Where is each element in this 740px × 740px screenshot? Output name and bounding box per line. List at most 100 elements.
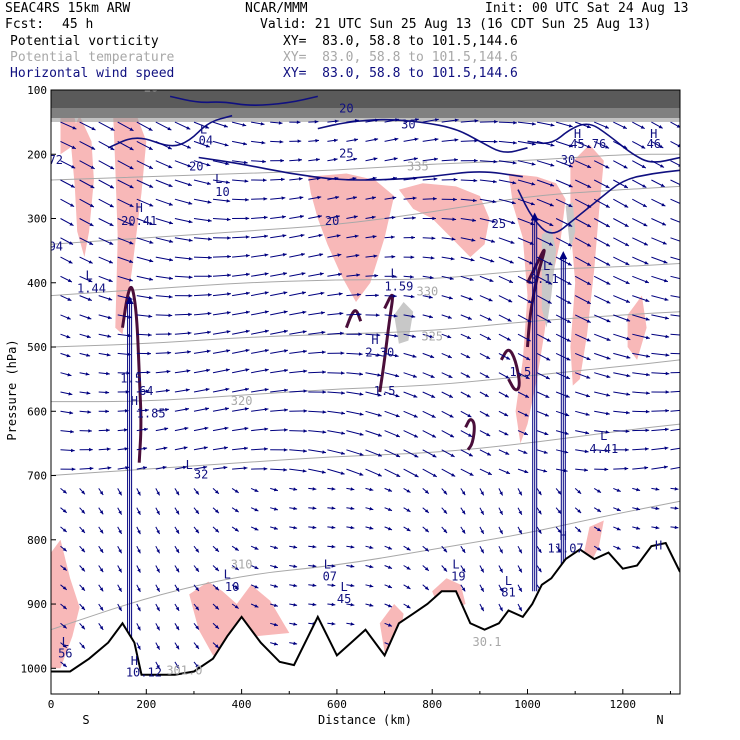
wind-vector-head — [356, 273, 361, 277]
wind-vector-head — [493, 139, 498, 144]
wind-vector-head — [203, 465, 208, 470]
wind-vector-head — [605, 411, 610, 416]
wind-vector-head — [424, 567, 429, 571]
wind-vector-head — [605, 223, 610, 227]
wind-vector-head — [331, 525, 336, 530]
wind-vector-head — [624, 466, 629, 471]
wind-vector-head — [547, 300, 552, 304]
wind-vector-head — [137, 530, 141, 535]
wind-vector-head — [414, 434, 418, 438]
wind-vector-head — [195, 510, 199, 514]
wind-vector-head — [215, 625, 219, 629]
contour-label: 320 — [231, 394, 253, 408]
wind-vector-head — [394, 334, 399, 338]
wind-vector-head — [538, 568, 542, 573]
wind-vector-head — [485, 413, 490, 417]
wind-vector-head — [443, 529, 447, 533]
wind-vector-head — [85, 372, 90, 376]
wind-vector-head — [282, 234, 287, 238]
wind-vector-head — [223, 465, 228, 470]
wind-vector-head — [280, 158, 284, 163]
wind-vector-head — [645, 298, 650, 302]
wind-vector-head — [207, 181, 211, 185]
wind-vector-head — [350, 622, 355, 626]
wind-vector-head — [461, 587, 466, 592]
wind-vector-head — [145, 408, 149, 412]
wind-vector-head — [509, 260, 514, 264]
wind-vector — [670, 390, 680, 393]
wind-vector-head — [331, 506, 336, 510]
wind-vector-head — [377, 473, 382, 477]
wind-vector-head — [335, 195, 340, 200]
wind-vector-head — [548, 281, 552, 285]
wind-vector-head — [492, 199, 497, 204]
wind-vector-head — [205, 387, 210, 392]
wind-vector-head — [543, 469, 548, 473]
pv-high-region — [541, 228, 557, 328]
wind-vector-head — [412, 374, 417, 378]
wind-vector-head — [109, 241, 114, 245]
wind-vector-head — [505, 451, 510, 455]
contour-label: L — [340, 580, 347, 594]
wind-vector-head — [435, 118, 439, 122]
wind-vector-head — [474, 139, 478, 143]
theta-contour — [51, 153, 680, 181]
wind-vector-head — [413, 176, 418, 181]
wind-vector-head — [207, 330, 211, 335]
wind-vector-head — [606, 337, 611, 341]
wind-vector-head — [296, 120, 301, 124]
wind-vector-head — [149, 258, 154, 263]
wind-vector-head — [301, 272, 306, 276]
wind-vector-head — [273, 584, 278, 588]
wind-vector-head — [585, 412, 590, 416]
wind-vector-head — [264, 272, 269, 276]
contour-label: 28 — [144, 80, 158, 94]
x-tick-label: 600 — [327, 698, 347, 711]
pv-positive-region — [398, 183, 490, 258]
wind-vector-head — [234, 547, 239, 551]
wind-vector-head — [71, 467, 76, 471]
wind-vector-head — [484, 393, 489, 397]
wind-vector-head — [224, 446, 228, 450]
wind-vector-head — [243, 142, 247, 146]
wind-vector-head — [586, 393, 590, 398]
wind-vector-head — [148, 127, 153, 131]
wind-vector-head — [99, 510, 104, 515]
contour-label: 04 — [199, 134, 213, 148]
north-label: N — [656, 713, 663, 727]
wind-vector-head — [322, 430, 327, 434]
wind-vector-head — [406, 585, 411, 589]
wind-vector-head — [264, 349, 269, 353]
wind-vector-head — [156, 530, 160, 534]
wind-vector-head — [273, 642, 278, 646]
wind-vector-head — [375, 313, 380, 317]
wind-vector-head — [312, 583, 317, 587]
wind-vector-head — [586, 281, 591, 285]
forecast-label: Fcst: — [5, 17, 45, 32]
wind-vector-head — [567, 300, 572, 304]
wind-vector-head — [315, 139, 319, 143]
wind-vector — [670, 218, 680, 223]
wind-vector-head — [264, 253, 269, 257]
wind-vector — [670, 237, 680, 242]
wind-vector-head — [188, 238, 193, 242]
wind-vector-head — [557, 529, 562, 534]
wind-vector-head — [665, 409, 669, 413]
wind-vector-head — [331, 487, 336, 491]
wind-vector-head — [369, 584, 374, 588]
wind-vector-head — [223, 124, 228, 128]
y-tick-label: 100 — [27, 84, 47, 97]
wind-vector-head — [62, 566, 67, 571]
wind-vector-head — [350, 506, 355, 510]
wind-vector-head — [226, 349, 231, 353]
wind-vector-head — [606, 393, 611, 397]
theta-contour — [51, 500, 680, 631]
wind-vector-head — [568, 144, 573, 148]
wind-vector-head — [167, 126, 172, 131]
wind-vector-head — [640, 125, 645, 129]
wind-vector-head — [62, 663, 67, 667]
contour-label: 4.41 — [589, 442, 618, 456]
wind-vector-head — [322, 390, 327, 394]
y-tick-label: 300 — [27, 213, 47, 226]
wind-vector-head — [645, 428, 650, 432]
